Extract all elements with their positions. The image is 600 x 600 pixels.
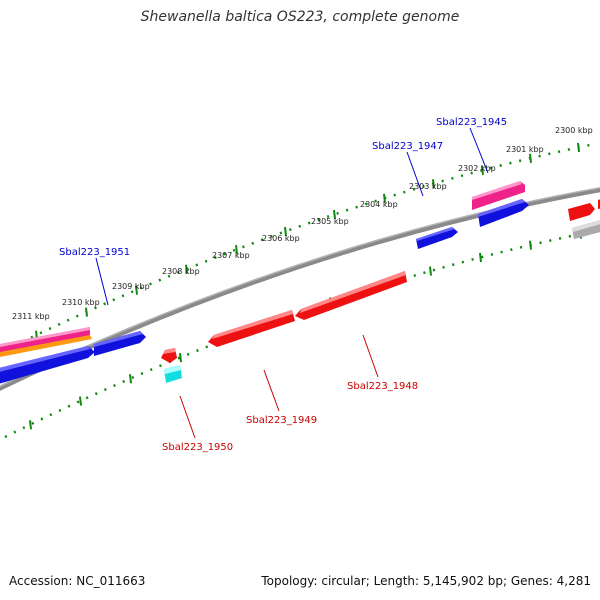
gene-sbal223-1951[interactable] [94, 331, 146, 356]
forward-tick-5 [333, 209, 336, 220]
scale-tick-labels: 2300 kbp 2301 kbp 2302 kbp 2303 kbp 2304… [12, 126, 593, 321]
label-sbal223-1948[interactable]: Sbal223_1948 [347, 381, 418, 392]
leader-sbal223-1948 [362, 334, 379, 378]
label-sbal223-1950[interactable]: Sbal223_1950 [162, 442, 233, 453]
forward-tick-7 [235, 245, 238, 255]
tick-label-2311: 2311 kbp [12, 312, 50, 321]
forward-tick-2 [481, 165, 484, 175]
reverse-tick-8 [429, 266, 432, 276]
reverse-tick-1 [79, 396, 82, 406]
forward-tick-4 [383, 193, 386, 203]
tick-label-2309: 2309 kbp [112, 282, 150, 291]
label-sbal223-1949[interactable]: Sbal223_1949 [246, 415, 317, 426]
gene-blue-left[interactable] [0, 346, 95, 385]
accession-text: Accession: NC_011663 [9, 574, 146, 588]
gene-sbal223-1947[interactable] [416, 227, 458, 249]
gene-sbal223-1950-red[interactable] [161, 348, 177, 363]
gene-pink-left[interactable] [0, 327, 90, 354]
gene-labels: Sbal223_1945 Sbal223_1947 Sbal223_1951 S… [59, 117, 507, 453]
reverse-tick-0 [29, 420, 32, 430]
gene-sbal223-1949[interactable] [208, 310, 295, 347]
leader-sbal223-1950 [179, 395, 196, 439]
tick-label-2304: 2304 kbp [360, 200, 398, 209]
label-sbal223-1945[interactable]: Sbal223_1945 [436, 117, 507, 128]
tick-label-2305: 2305 kbp [311, 217, 349, 226]
reverse-tick-2 [129, 374, 132, 384]
forward-tick-6 [284, 226, 287, 237]
leader-sbal223-1951 [95, 257, 109, 306]
forward-tick-9 [135, 285, 138, 295]
tick-label-2303: 2303 kbp [409, 182, 447, 191]
gene-sbal223-1950-cyan[interactable] [164, 365, 182, 383]
reverse-scale-ring [4, 228, 600, 439]
forward-tick-8 [185, 264, 188, 274]
leader-sbal223-1947 [406, 151, 424, 197]
reverse-tick-9 [479, 252, 482, 263]
gene-gray-right[interactable] [572, 219, 600, 239]
label-sbal223-1951[interactable]: Sbal223_1951 [59, 247, 130, 258]
gene-red-right-top[interactable] [568, 198, 600, 221]
gene-sbal223-1945[interactable] [472, 181, 525, 210]
gene-orange-left[interactable] [0, 335, 92, 358]
tick-label-2306: 2306 kbp [262, 234, 300, 243]
leader-sbal223-1945 [469, 127, 489, 174]
forward-tick-1 [529, 153, 532, 163]
genome-backbone [0, 187, 600, 391]
reverse-tick-3 [179, 353, 182, 363]
gene-blue-1946[interactable] [478, 199, 529, 227]
tick-label-2301: 2301 kbp [506, 145, 544, 154]
label-sbal223-1947[interactable]: Sbal223_1947 [372, 141, 443, 152]
forward-tick-3 [432, 179, 435, 189]
tick-label-2302: 2302 kbp [458, 164, 496, 173]
map-title: Shewanella baltica OS223, complete genom… [140, 9, 460, 25]
genome-info-text: Topology: circular; Length: 5,145,902 bp… [261, 574, 591, 588]
gene-sbal223-1948[interactable] [295, 271, 407, 320]
reverse-tick-10 [529, 240, 532, 250]
forward-tick-0 [577, 142, 580, 153]
label-leader-lines [95, 127, 489, 439]
tick-label-2308: 2308 kbp [162, 267, 200, 276]
forward-tick-10 [85, 307, 88, 317]
tick-label-2307: 2307 kbp [212, 251, 250, 260]
reverse-major-ticks [29, 229, 582, 430]
genome-backbone-shade [0, 187, 600, 388]
leader-sbal223-1949 [263, 369, 280, 412]
tick-label-2310: 2310 kbp [62, 298, 100, 307]
tick-label-2300: 2300 kbp [555, 126, 593, 135]
